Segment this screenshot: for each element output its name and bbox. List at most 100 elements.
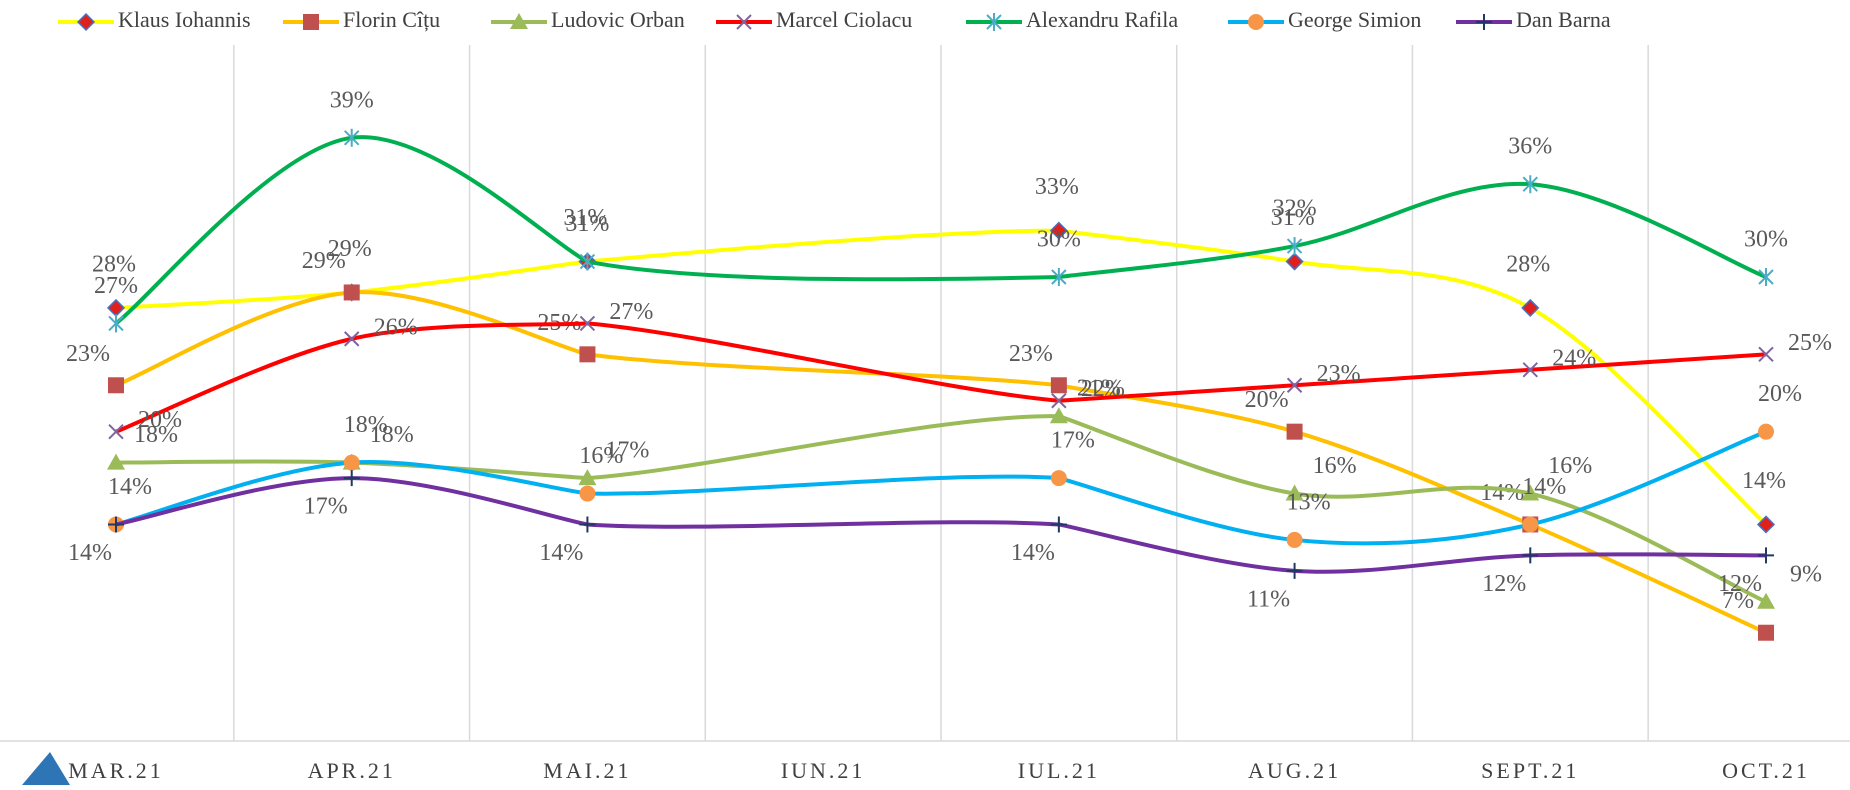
marker <box>579 252 596 271</box>
data-label: 30% <box>1744 227 1788 253</box>
data-label: 31% <box>1271 205 1315 231</box>
data-label: 14% <box>108 474 152 500</box>
marker <box>1286 562 1303 579</box>
data-label: 30% <box>1037 227 1081 253</box>
marker <box>1521 484 1540 501</box>
legend-label: Alexandru Rafila <box>1026 7 1178 32</box>
x-tick-label: MAR.21 <box>68 758 164 783</box>
data-label: 20% <box>1245 387 1289 413</box>
logo <box>22 752 70 785</box>
data-label: 14% <box>1522 474 1566 500</box>
marker <box>1522 547 1539 564</box>
data-label: 14% <box>1480 480 1524 506</box>
marker <box>736 14 752 30</box>
data-label: 9% <box>1790 561 1822 587</box>
data-label: 20% <box>138 407 182 433</box>
marker <box>579 516 596 533</box>
gap-bridge <box>587 321 1060 403</box>
x-tick-label: IUL.21 <box>1018 758 1100 783</box>
series-line <box>1058 352 1767 403</box>
marker <box>343 470 360 487</box>
marker <box>1758 624 1774 641</box>
marker <box>1286 423 1303 440</box>
data-label: 23% <box>1317 361 1361 387</box>
marker <box>510 13 528 29</box>
series-line <box>1058 181 1767 279</box>
marker <box>1050 470 1067 487</box>
x-tick-label: SEPT.21 <box>1481 758 1579 783</box>
legend-label: Klaus Iohannis <box>118 7 251 32</box>
data-label: 31% <box>563 205 607 231</box>
marker <box>579 315 596 332</box>
data-label: 27% <box>94 273 138 299</box>
marker <box>578 469 597 486</box>
series-line <box>1058 522 1767 574</box>
data-label: 29% <box>328 236 372 262</box>
gap-bridge <box>587 352 1060 388</box>
legend-item: Ludovic Orban <box>491 7 685 32</box>
series: 27% 39% 31% 30% 32% 36% 30% <box>94 87 1788 333</box>
data-label: 29% <box>302 248 346 274</box>
series: 18% 18%17%21%16% 16%9% <box>107 376 1822 609</box>
series: 23%29%25%23%20%14%7% <box>66 248 1774 641</box>
data-label: 36% <box>1508 134 1552 160</box>
data-label: 20% <box>1758 381 1802 407</box>
data-label: 31% <box>565 211 609 237</box>
data-label: 12% <box>1482 571 1526 597</box>
legend-item: George Simion <box>1228 7 1421 32</box>
marker <box>1286 531 1303 548</box>
marker <box>108 516 124 533</box>
marker <box>1758 423 1774 440</box>
marker <box>1757 592 1775 609</box>
marker <box>986 13 1002 31</box>
marker <box>1050 516 1067 533</box>
data-label: 16% <box>1313 453 1357 479</box>
marker <box>1758 268 1774 286</box>
data-label: 13% <box>1287 489 1331 515</box>
marker <box>106 298 126 317</box>
data-label: 26% <box>374 314 418 340</box>
marker <box>343 284 360 301</box>
x-tick-label: IUN.21 <box>781 758 866 783</box>
marker <box>1758 547 1774 564</box>
marker <box>108 377 124 394</box>
marker <box>1050 377 1067 394</box>
gap-bridge <box>587 474 1059 496</box>
data-label: 25% <box>1788 330 1832 356</box>
data-label: 22% <box>1081 376 1125 402</box>
marker <box>1049 407 1068 424</box>
series-line <box>1058 414 1767 604</box>
marker <box>1051 393 1067 409</box>
marker <box>107 453 125 470</box>
marker <box>76 12 96 32</box>
legend-item: Alexandru Rafila <box>966 7 1178 32</box>
data-label: 39% <box>330 87 374 113</box>
data-label: 17% <box>304 494 348 520</box>
legend-item: Marcel Ciolacu <box>716 7 912 32</box>
data-label: 23% <box>1009 341 1053 367</box>
gap-bridge <box>587 228 1059 264</box>
legend-item: Klaus Iohannis <box>58 7 251 32</box>
series: 14%17%14% 14%11%12% 12% <box>68 470 1774 612</box>
data-label: 18% <box>344 412 388 438</box>
x-tick-label: APR.21 <box>308 758 396 783</box>
legend-label: Ludovic Orban <box>551 7 685 32</box>
series-line <box>1058 429 1767 546</box>
data-label: 18% <box>134 422 178 448</box>
marker <box>1051 268 1067 286</box>
marker <box>579 346 596 363</box>
marker <box>1285 252 1304 271</box>
x-tick-label: AUG.21 <box>1248 758 1341 783</box>
x-tick-label: OCT.21 <box>1722 758 1810 783</box>
data-label: 18% <box>370 422 414 448</box>
legend-label: Dan Barna <box>1516 7 1611 32</box>
marker <box>344 128 360 147</box>
gap-bridge <box>587 520 1059 529</box>
marker <box>1756 515 1776 534</box>
data-label: 11% <box>1247 586 1290 612</box>
x-tick-label: MAI.21 <box>543 758 631 783</box>
legend-label: Florin Cîțu <box>343 7 440 32</box>
marker <box>1248 14 1264 30</box>
data-label: 16% <box>579 443 623 469</box>
marker <box>344 331 360 347</box>
